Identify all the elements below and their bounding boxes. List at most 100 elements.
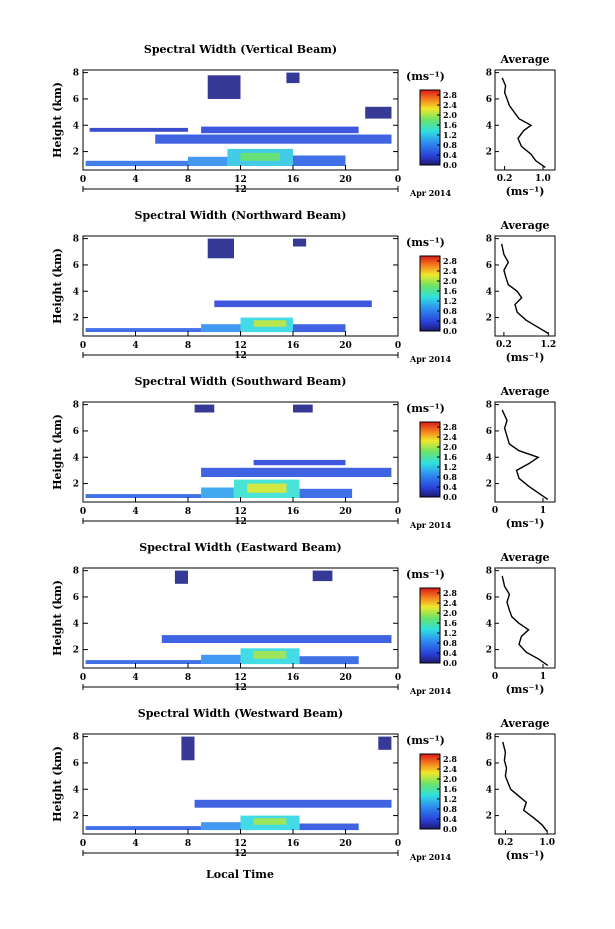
y-axis-label: Height (km) [51, 580, 64, 656]
colorbar-unit: (ms⁻¹) [406, 402, 445, 415]
heatmap-cell [174, 570, 188, 584]
y-tick-label: 8 [73, 235, 79, 245]
heatmap-cell [293, 155, 346, 166]
heatmap-cell [201, 126, 359, 134]
average-x-label: (ms⁻¹) [506, 683, 545, 696]
average-y-tick-label: 8 [486, 401, 492, 411]
average-x-tick-label: 0.2 [498, 838, 514, 848]
average-y-tick-label: 4 [486, 785, 492, 795]
colorbar-tick-label: 0.8 [443, 472, 457, 482]
heatmap-cell [299, 823, 359, 831]
colorbar-tick-label: 2.0 [443, 774, 457, 784]
heatmap-cell [161, 635, 392, 643]
x-tick-label: 0 [80, 839, 86, 849]
heatmap-cell [155, 134, 392, 144]
x-tick-label: 8 [185, 175, 191, 185]
average-frame [494, 69, 556, 171]
heatmap-cell [201, 467, 392, 477]
y-axis-label: Height (km) [51, 746, 64, 822]
heatmap-cell [253, 818, 287, 825]
average-y-tick-label: 8 [486, 567, 492, 577]
heatmap-cell [253, 320, 287, 327]
average-y-tick-label: 6 [486, 95, 492, 105]
colorbar-tick-label: 1.6 [443, 784, 457, 794]
average-x-tick-label: 0.2 [496, 340, 512, 350]
heatmap-cell [378, 736, 392, 750]
average-y-tick-label: 4 [486, 121, 492, 131]
colorbar-tick-label: 2.0 [443, 276, 457, 286]
x-tick-label: 4 [132, 341, 138, 351]
heatmap-cell [181, 736, 195, 761]
x-tick-label: 16 [287, 341, 300, 351]
average-y-tick-label: 8 [486, 235, 492, 245]
colorbar-tick-label: 2.4 [443, 266, 457, 276]
y-tick-label: 8 [73, 69, 79, 79]
heatmap-cell [214, 300, 372, 308]
average-frame [494, 235, 556, 337]
colorbar [419, 255, 441, 332]
colorbar-tick-label: 2.4 [443, 432, 457, 442]
x-tick-label: 0 [395, 175, 401, 185]
y-tick-label: 2 [73, 480, 79, 490]
panel-title: Spectral Width (Vertical Beam) [144, 43, 337, 56]
x-tick-label: 4 [132, 175, 138, 185]
heatmap-cell [293, 324, 346, 333]
y-tick-label: 8 [73, 567, 79, 577]
average-y-tick-label: 6 [486, 593, 492, 603]
colorbar-tick-label: 0.8 [443, 140, 457, 150]
colorbar-unit: (ms⁻¹) [406, 70, 445, 83]
average-y-tick-label: 4 [486, 619, 492, 629]
y-tick-label: 6 [73, 593, 79, 603]
heatmap-cell [194, 799, 392, 808]
x-tick-label: 20 [339, 175, 352, 185]
y-tick-label: 6 [73, 427, 79, 437]
heatmap-cell [194, 404, 215, 413]
average-y-tick-label: 2 [486, 314, 492, 324]
x-tick-label: 0 [395, 673, 401, 683]
heatmap-cell [201, 822, 241, 831]
heatmap-cell [293, 238, 307, 247]
heatmap-cell [247, 483, 287, 493]
heatmap-cell [201, 654, 241, 664]
average-x-label: (ms⁻¹) [506, 185, 545, 198]
average-title: Average [499, 385, 549, 398]
date-label: Apr 2014 [409, 686, 452, 696]
date-marker: 12 [234, 185, 247, 195]
average-x-tick-label: 1.0 [539, 838, 555, 848]
y-axis-label: Height (km) [51, 248, 64, 324]
colorbar [419, 587, 441, 664]
average-profile-line [501, 77, 546, 168]
y-tick-label: 4 [73, 453, 79, 463]
colorbar-tick-label: 1.6 [443, 452, 457, 462]
heatmap-cell [188, 156, 228, 166]
heatmap-cell [240, 152, 280, 161]
y-axis-label: Height (km) [51, 82, 64, 158]
x-tick-label: 20 [339, 673, 352, 683]
colorbar-tick-label: 0.0 [443, 492, 457, 502]
average-x-tick-label: 0 [492, 506, 498, 516]
date-label: Apr 2014 [409, 852, 452, 862]
average-profile-line [501, 575, 549, 666]
x-tick-label: 20 [339, 341, 352, 351]
colorbar-tick-label: 0.8 [443, 306, 457, 316]
x-tick-label: 12 [234, 673, 247, 683]
y-tick-label: 8 [73, 401, 79, 411]
average-y-tick-label: 4 [486, 453, 492, 463]
local-time-label: Local Time [206, 868, 274, 881]
date-marker: 12 [234, 849, 247, 859]
x-tick-label: 4 [132, 839, 138, 849]
colorbar-tick-label: 1.2 [443, 296, 457, 306]
colorbar-tick-label: 0.8 [443, 638, 457, 648]
date-label: Apr 2014 [409, 354, 452, 364]
average-x-label: (ms⁻¹) [506, 849, 545, 862]
colorbar-tick-label: 0.0 [443, 160, 457, 170]
average-x-tick-label: 1.2 [540, 340, 556, 350]
x-tick-label: 12 [234, 839, 247, 849]
average-y-tick-label: 2 [486, 646, 492, 656]
colorbar-tick-label: 2.0 [443, 110, 457, 120]
colorbar-unit: (ms⁻¹) [406, 236, 445, 249]
y-tick-label: 6 [73, 261, 79, 271]
y-tick-label: 4 [73, 287, 79, 297]
